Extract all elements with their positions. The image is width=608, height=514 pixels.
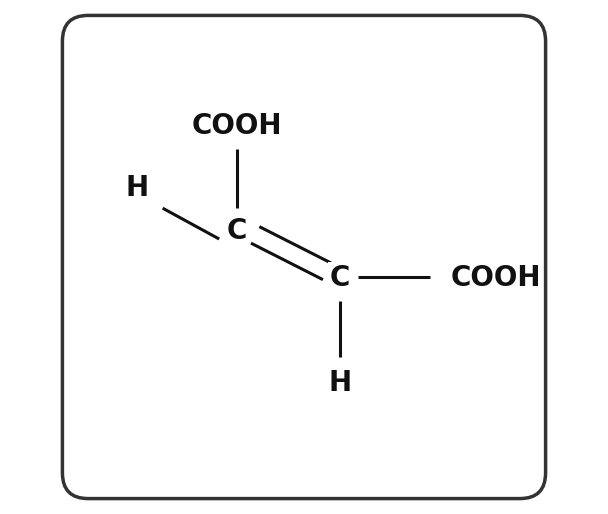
Text: H: H [125,174,148,201]
Text: C: C [330,264,350,291]
FancyBboxPatch shape [63,15,545,499]
Text: COOH: COOH [192,112,283,140]
Text: H: H [328,369,351,397]
Text: COOH: COOH [451,264,541,291]
Text: C: C [227,217,247,245]
